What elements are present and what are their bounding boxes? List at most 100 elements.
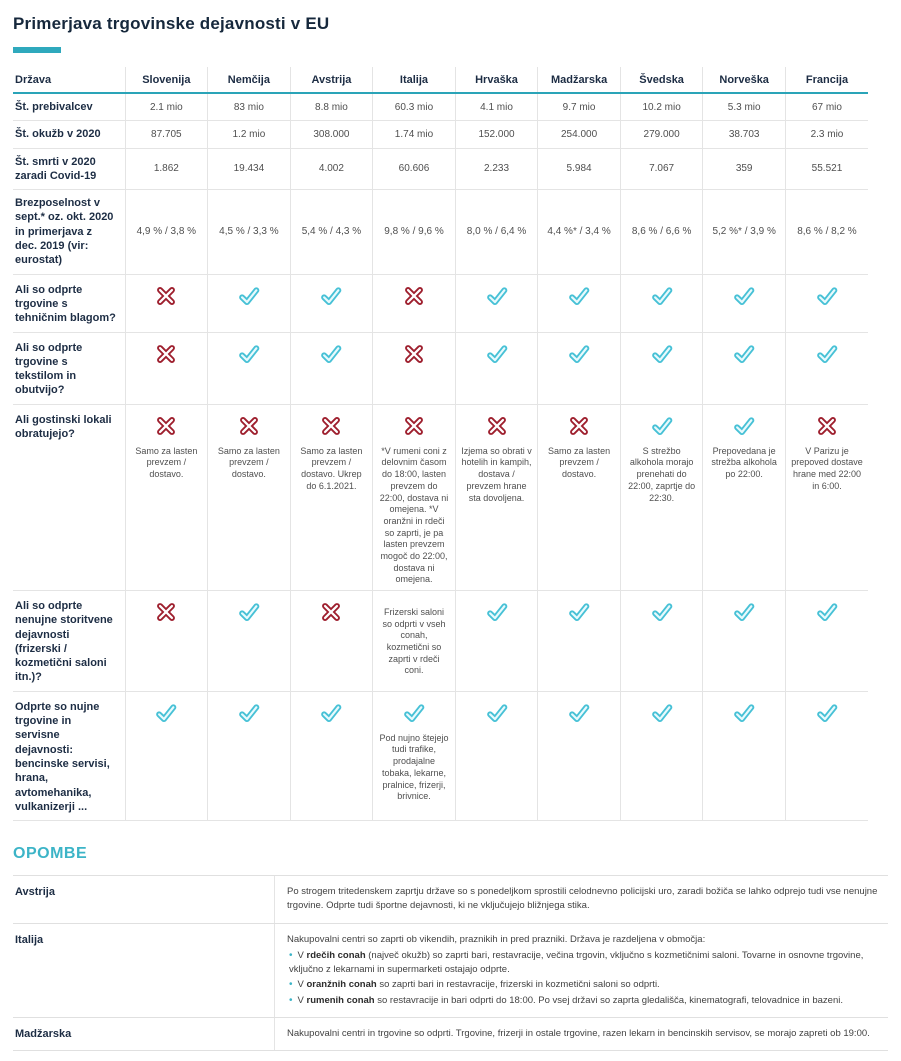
note-bullet: • V rdečih conah (največ okužb) so zaprti…: [289, 949, 864, 976]
table-cell: [619, 691, 703, 821]
table-cell: [784, 590, 868, 692]
notes-section: OPOMBE Avstrija Po strogem tritedenskem …: [13, 845, 888, 1052]
table-cell: [289, 691, 373, 821]
cell-value: 10.2 mio: [642, 101, 681, 113]
cell-value: 254.000: [560, 128, 598, 140]
check-icon: [156, 704, 177, 722]
cell-value: 4.002: [318, 163, 344, 175]
note-country-label: Madžarska: [13, 1017, 275, 1051]
table-cell: [372, 274, 456, 333]
cell-value: 87.705: [151, 128, 182, 140]
cell-note: Frizerski saloni so odprti v vseh conah,…: [382, 607, 446, 676]
table-cell: [784, 691, 868, 821]
cell-note: S strežbo alkohola morajo prenehati do 2…: [628, 445, 696, 503]
table-row: Št. smrti v 2020 zaradi Covid-19 1.862 19.…: [13, 148, 868, 190]
table-cell: 8.8 mio: [289, 93, 373, 121]
table-cell: [784, 332, 868, 405]
table-cell: 308.000: [289, 120, 373, 149]
check-icon: [486, 603, 507, 622]
cross-icon: [570, 416, 588, 435]
cell-value: 67 mio: [811, 101, 842, 113]
table-cell: [207, 691, 291, 821]
table-cell: 5,4 % / 4,3 %: [289, 189, 373, 275]
cell-value: 60.606: [398, 163, 430, 175]
column-header-country: Nemčija: [207, 67, 291, 94]
column-header-country: Italija: [372, 67, 456, 94]
row-label: Št. okužb v 2020: [15, 128, 101, 141]
column-header-country: Švedska: [619, 67, 703, 94]
table-cell: [619, 274, 703, 333]
check-icon: [817, 344, 838, 363]
note-bullet: • V rumenih conah so restavracije in bari…: [289, 994, 843, 1006]
table-cell: 8,6 % / 8,2 %: [784, 189, 868, 275]
check-icon: [651, 417, 672, 435]
check-icon: [486, 704, 507, 722]
check-icon: [651, 704, 672, 722]
column-header-country: Slovenija: [124, 67, 208, 94]
notes-title: OPOMBE: [13, 845, 88, 863]
note-row-hungary: Madžarska Nakupovalni centri in trgovine…: [13, 1016, 888, 1052]
check-icon: [734, 704, 755, 722]
row-label: Brezposelnost v sept.* oz. okt. 2020 in …: [15, 197, 114, 267]
note-bullet-list: • V rdečih conah (največ okužb) so zaprti…: [287, 948, 884, 1008]
table-cell: [619, 332, 703, 405]
cell-note: Prepovedana je strežba alkohola po 22:00…: [711, 445, 777, 480]
cross-icon: [157, 286, 176, 305]
cross-icon: [405, 344, 423, 363]
table-cell: *V rumeni coni z delovnim časom do 18:00…: [372, 404, 456, 591]
note-country-label: Italija: [13, 923, 275, 1017]
bullet-icon: •: [289, 979, 293, 991]
cell-value: 55.521: [811, 163, 843, 175]
cell-value: 8,0 % / 6,4 %: [466, 226, 527, 238]
cell-value: 1.74 mio: [394, 128, 434, 140]
cross-icon: [405, 286, 423, 305]
cross-icon: [157, 344, 176, 363]
cell-value: 19.434: [233, 163, 265, 175]
cell-value: 308.000: [313, 128, 350, 140]
table-cell: [372, 332, 456, 405]
check-icon: [734, 344, 755, 363]
cell-value: 152.000: [478, 128, 515, 140]
notes-table: Avstrija Po strogem tritedenskem zaprtju…: [13, 875, 888, 1052]
table-cell: 55.521: [784, 148, 868, 190]
table-row: Št. prebivalcev 2.1 mio 83 mio 8.8 mio 60.3 …: [13, 93, 868, 121]
cell-value: 9,8 % / 9,6 %: [384, 226, 444, 238]
row-label: Odprte so nujne trgovine in servisne dej…: [15, 700, 110, 813]
table-cell: [207, 274, 291, 333]
cell-value: 1.862: [153, 163, 179, 175]
table-cell: S strežbo alkohola morajo prenehati do 2…: [619, 404, 703, 591]
table-cell: Izjema so obrati v hotelih in kampih, do…: [454, 404, 538, 591]
table-cell: 1.2 mio: [207, 120, 291, 149]
table-cell: 359: [702, 148, 786, 190]
table-cell: 9.7 mio: [537, 93, 621, 121]
cell-note: *V rumeni coni z delovnim časom do 18:00…: [379, 445, 449, 585]
table-cell: [537, 332, 621, 405]
check-icon: [817, 704, 838, 722]
table-cell: [454, 274, 538, 333]
table-cell: [702, 691, 786, 821]
column-header-country: Hrvaška: [454, 67, 538, 94]
table-cell: 5.3 mio: [702, 93, 786, 121]
table-cell: Samo za lasten prevzem / dostavo.: [537, 404, 621, 591]
table-cell: 4,4 %* / 3,4 %: [537, 189, 621, 275]
row-label: Ali so odprte trgovine s tehničnim blago…: [15, 283, 116, 325]
check-icon: [651, 287, 672, 305]
table-cell: [124, 691, 208, 821]
note-bullet: • V oranžnih conah so zaprti bari in rest…: [289, 979, 660, 991]
cell-value: 5,4 % / 4,3 %: [301, 226, 362, 238]
table-cell: 38.703: [702, 120, 786, 149]
cell-value: 4,4 %* / 3,4 %: [547, 226, 611, 238]
table-cell: 2.1 mio: [124, 93, 208, 121]
table-cell: Frizerski saloni so odprti v vseh conah,…: [372, 590, 456, 692]
check-icon: [734, 603, 755, 622]
table-cell: Samo za lasten prevzem / dostavo. Ukrep …: [289, 404, 373, 591]
cell-value: 4.1 mio: [480, 101, 513, 113]
note-text: Nakupovalni centri so zaprti ob vikendih…: [275, 924, 888, 1017]
cell-value: 5.3 mio: [727, 101, 761, 113]
column-header-label: Država: [13, 67, 126, 94]
bullet-icon: •: [289, 994, 293, 1006]
bullet-icon: •: [289, 949, 293, 961]
table-cell: [207, 590, 291, 692]
table-cell: [784, 274, 868, 333]
cell-value: 7.067: [649, 163, 675, 175]
